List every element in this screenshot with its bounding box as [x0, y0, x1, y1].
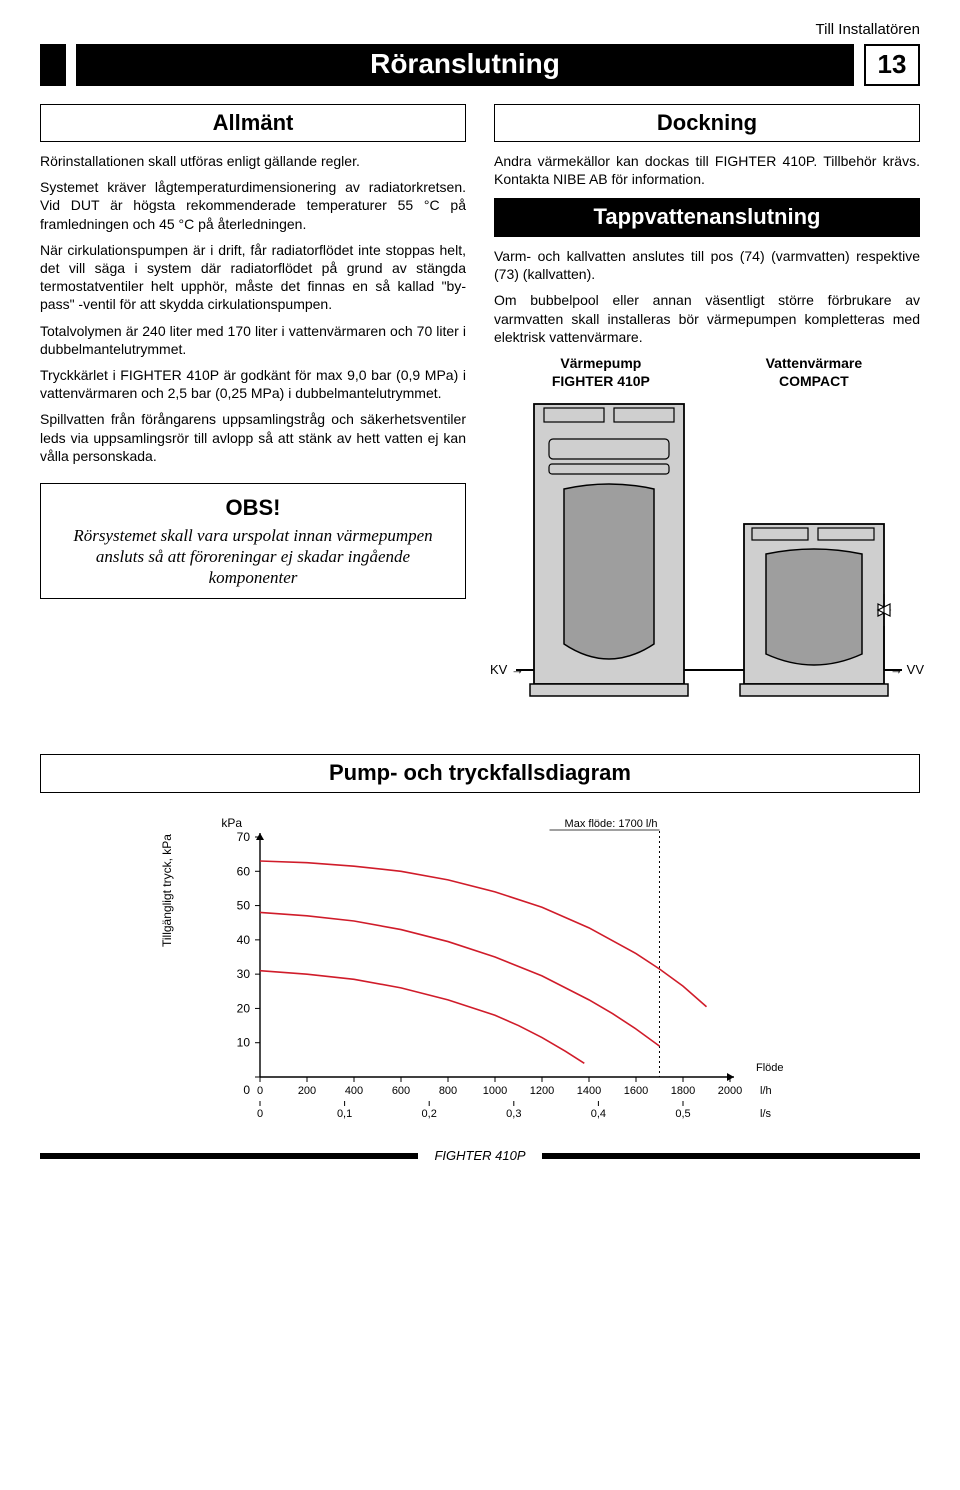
left-column: Allmänt Rörinstallationen skall utföras …: [40, 104, 466, 725]
svg-text:l/h: l/h: [760, 1085, 772, 1097]
paragraph: Tryckkärlet i FIGHTER 410P är godkänt fö…: [40, 366, 466, 402]
section-heading-tappvatten: Tappvattenanslutning: [494, 198, 920, 237]
svg-text:40: 40: [237, 933, 251, 947]
svg-text:400: 400: [345, 1085, 363, 1097]
title-bar-gap-right: [854, 44, 864, 86]
svg-text:0: 0: [257, 1085, 263, 1097]
svg-text:0: 0: [257, 1108, 263, 1120]
footer-text: FIGHTER 410P: [418, 1148, 541, 1165]
svg-text:1200: 1200: [530, 1085, 554, 1097]
label-waterheater: Vattenvärmare COMPACT: [766, 354, 863, 390]
paragraph: Spillvatten från förångarens uppsamlings…: [40, 410, 466, 465]
svg-text:Max flöde: 1700 l/h: Max flöde: 1700 l/h: [565, 818, 658, 830]
svg-text:1000: 1000: [483, 1085, 507, 1097]
kv-label: KV →: [490, 662, 524, 679]
vv-label: → VV: [890, 662, 924, 679]
section-heading-allmant: Allmänt: [40, 104, 466, 143]
svg-text:0,2: 0,2: [422, 1108, 437, 1120]
svg-text:60: 60: [237, 864, 251, 878]
diagram-labels: Värmepump FIGHTER 410P Vattenvärmare COM…: [494, 354, 920, 390]
paragraph: Andra värmekällor kan dockas till FIGHTE…: [494, 152, 920, 188]
svg-text:1400: 1400: [577, 1085, 601, 1097]
svg-text:0: 0: [243, 1083, 250, 1097]
equipment-svg: [494, 394, 914, 724]
svg-text:2000: 2000: [718, 1085, 742, 1097]
footer-rule-right: [542, 1153, 920, 1159]
svg-text:70: 70: [237, 830, 251, 844]
paragraph: Varm- och kallvatten anslutes till pos (…: [494, 247, 920, 283]
label-heatpump: Värmepump FIGHTER 410P: [552, 354, 650, 390]
svg-text:800: 800: [439, 1085, 457, 1097]
svg-text:1600: 1600: [624, 1085, 648, 1097]
svg-text:20: 20: [237, 1001, 251, 1015]
title-bar-gap-left: [66, 44, 76, 86]
chart-y-axis-label: Tillgängligt tryck, kPa: [160, 834, 176, 947]
paragraph: Om bubbelpool eller annan väsentligt stö…: [494, 291, 920, 346]
svg-text:0,1: 0,1: [337, 1108, 352, 1120]
svg-text:10: 10: [237, 1036, 251, 1050]
svg-text:kPa: kPa: [221, 816, 242, 830]
obs-text: Rörsystemet skall vara urspolat innan vä…: [55, 525, 451, 589]
svg-text:l/s: l/s: [760, 1108, 772, 1120]
title-bar: Röranslutning 13: [40, 44, 920, 86]
page-title: Röranslutning: [76, 44, 854, 86]
footer-bar: FIGHTER 410P: [40, 1151, 920, 1161]
obs-title: OBS!: [55, 494, 451, 523]
svg-text:1800: 1800: [671, 1085, 695, 1097]
svg-text:50: 50: [237, 899, 251, 913]
paragraph: När cirkulationspumpen är i drift, får r…: [40, 241, 466, 314]
svg-text:200: 200: [298, 1085, 316, 1097]
page-number: 13: [864, 44, 920, 86]
right-column: Dockning Andra värmekällor kan dockas ti…: [494, 104, 920, 725]
svg-text:30: 30: [237, 967, 251, 981]
title-bar-black-left: [40, 44, 66, 86]
paragraph: Systemet kräver lågtemperaturdimensioner…: [40, 178, 466, 233]
paragraph: Totalvolymen är 240 liter med 170 liter …: [40, 322, 466, 358]
footer-rule-left: [40, 1153, 418, 1159]
pump-chart-svg: 10 20 30 40 50 60 70kPa 0 200 400 600 800 1000 1200 14…: [170, 807, 790, 1127]
equipment-diagram: KV → → VV: [494, 394, 920, 724]
chart-container: Tillgängligt tryck, kPa 10203040506070kP…: [170, 807, 790, 1127]
svg-text:0,4: 0,4: [591, 1108, 606, 1120]
svg-text:0,3: 0,3: [506, 1108, 521, 1120]
paragraph: Rörinstallationen skall utföras enligt g…: [40, 152, 466, 170]
obs-box: OBS! Rörsystemet skall vara urspolat inn…: [40, 483, 466, 599]
chart-section: Pump- och tryckfallsdiagram Tillgängligt…: [40, 754, 920, 1127]
section-heading-dockning: Dockning: [494, 104, 920, 143]
svg-text:600: 600: [392, 1085, 410, 1097]
chart-title: Pump- och tryckfallsdiagram: [40, 754, 920, 793]
to-installer-label: Till Installatören: [40, 20, 920, 40]
svg-text:0,5: 0,5: [675, 1108, 690, 1120]
svg-text:Flöde: Flöde: [756, 1062, 784, 1074]
